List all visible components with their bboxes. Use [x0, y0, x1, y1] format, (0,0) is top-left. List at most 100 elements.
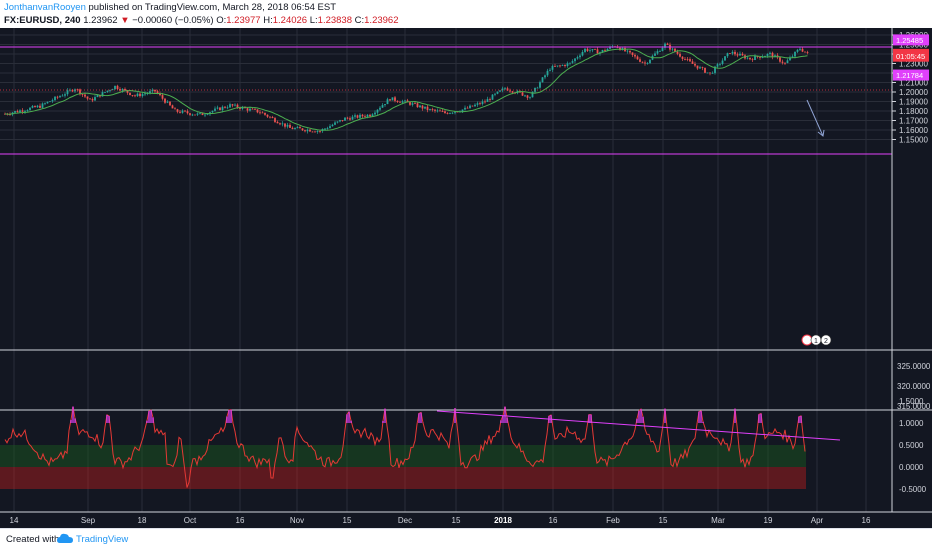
candle-body: [251, 108, 254, 110]
candle-body: [711, 72, 714, 74]
candle-body: [406, 100, 409, 103]
candle-body: [476, 103, 479, 105]
event-badges[interactable]: 1 2: [801, 334, 832, 346]
candle-body: [196, 113, 199, 115]
candle-body: [279, 123, 281, 125]
open-value: 1.23977: [226, 15, 261, 26]
candle-body: [501, 88, 504, 91]
price-tick-label: 1.17000: [899, 117, 928, 126]
candle-body: [289, 124, 291, 128]
candle-body: [521, 92, 524, 96]
close-label: C:: [354, 15, 365, 26]
chart-header: JonthanvanRooyen published on TradingVie…: [0, 0, 932, 28]
candle-body: [431, 109, 434, 110]
candle-body: [791, 56, 794, 58]
oscillator-tick-label: 1.5000: [899, 397, 924, 406]
candle-body: [784, 62, 786, 64]
candle-body: [704, 67, 706, 73]
low-value: 1.23838: [317, 15, 352, 26]
published-text: published on TradingView.com, March 28, …: [88, 2, 337, 13]
tradingview-logo-text[interactable]: TradingView: [76, 534, 129, 545]
candle-body: [529, 97, 531, 99]
candle-body: [729, 53, 731, 54]
candle-body: [194, 114, 196, 116]
candle-body: [284, 123, 286, 127]
candle-body: [336, 121, 339, 123]
candle-body: [274, 118, 276, 122]
candle-body: [299, 127, 301, 129]
time-axis[interactable]: 14 Sep 18 Oct 16 Nov 15 Dec 15 2018 16 Feb 15 Mar 19 Ap…: [10, 516, 871, 525]
price-tick-label: 1.15000: [899, 136, 928, 145]
time-tick-label: Feb: [606, 516, 620, 525]
candle-body: [296, 127, 299, 129]
candle-body: [56, 96, 59, 98]
candle-body: [639, 59, 641, 62]
candle-body: [706, 72, 709, 74]
candle-body: [186, 111, 189, 114]
candle-body: [456, 111, 459, 113]
candle-body: [664, 43, 666, 48]
candle-body: [409, 102, 411, 105]
candle-body: [254, 108, 256, 110]
event-badge[interactable]: [820, 334, 832, 346]
candle-body: [201, 113, 204, 116]
candle-body: [141, 94, 144, 97]
candle-body: [399, 101, 401, 103]
candle-body: [486, 99, 489, 102]
candle-body: [129, 92, 131, 96]
time-tick-label: 16: [236, 516, 245, 525]
candle-body: [769, 52, 771, 54]
candle-body: [36, 105, 39, 108]
candle-body: [699, 67, 701, 69]
time-tick-label: 19: [764, 516, 773, 525]
candle-body: [671, 48, 674, 50]
candle-body: [161, 95, 164, 99]
candle-body: [696, 65, 699, 69]
candle-body: [306, 129, 309, 132]
chart-canvas[interactable]: 1 2 1.260001.250001.240001.230001.220001…: [0, 28, 932, 528]
candle-body: [566, 63, 569, 67]
candle-body: [626, 50, 629, 52]
candle-body: [801, 48, 804, 52]
candle-body: [144, 93, 146, 95]
candle-body: [579, 55, 581, 58]
candle-body: [301, 128, 304, 131]
candle-body: [304, 130, 306, 132]
candle-body: [761, 56, 764, 58]
candle-body: [169, 101, 171, 106]
candle-body: [111, 89, 114, 91]
candle-body: [511, 91, 514, 93]
time-tick-label: 15: [343, 516, 352, 525]
candle-body: [94, 97, 96, 101]
candle-body: [771, 52, 774, 58]
candle-body: [506, 88, 509, 91]
flag-badge-icon[interactable]: [801, 334, 813, 346]
candle-body: [401, 101, 404, 103]
candle-body: [659, 51, 661, 52]
candle-body: [601, 50, 604, 53]
high-label: H:: [263, 15, 273, 26]
candle-body: [561, 65, 564, 66]
candle-body: [376, 109, 379, 113]
candle-body: [644, 62, 646, 64]
candle-body: [749, 57, 751, 60]
author-link[interactable]: JonthanvanRooyen: [4, 2, 86, 13]
candle-body: [694, 63, 696, 66]
candle-body: [236, 104, 239, 108]
candle-body: [446, 113, 449, 114]
candle-body: [39, 105, 41, 108]
candle-body: [311, 131, 314, 133]
candle-body: [489, 99, 491, 100]
oscillator-peaks: [70, 406, 802, 423]
candle-body: [84, 94, 86, 97]
event-badge-count: 1: [814, 338, 818, 345]
symbol-label[interactable]: FX:EURUSD, 240: [4, 15, 81, 26]
trendline[interactable]: [436, 410, 841, 441]
candle-body: [571, 61, 574, 63]
candle-body: [219, 107, 221, 111]
candle-body: [164, 98, 166, 103]
projection-arrow-line[interactable]: [806, 99, 824, 137]
candle-body: [329, 126, 331, 129]
candle-body: [256, 109, 259, 113]
candle-body: [691, 61, 694, 64]
